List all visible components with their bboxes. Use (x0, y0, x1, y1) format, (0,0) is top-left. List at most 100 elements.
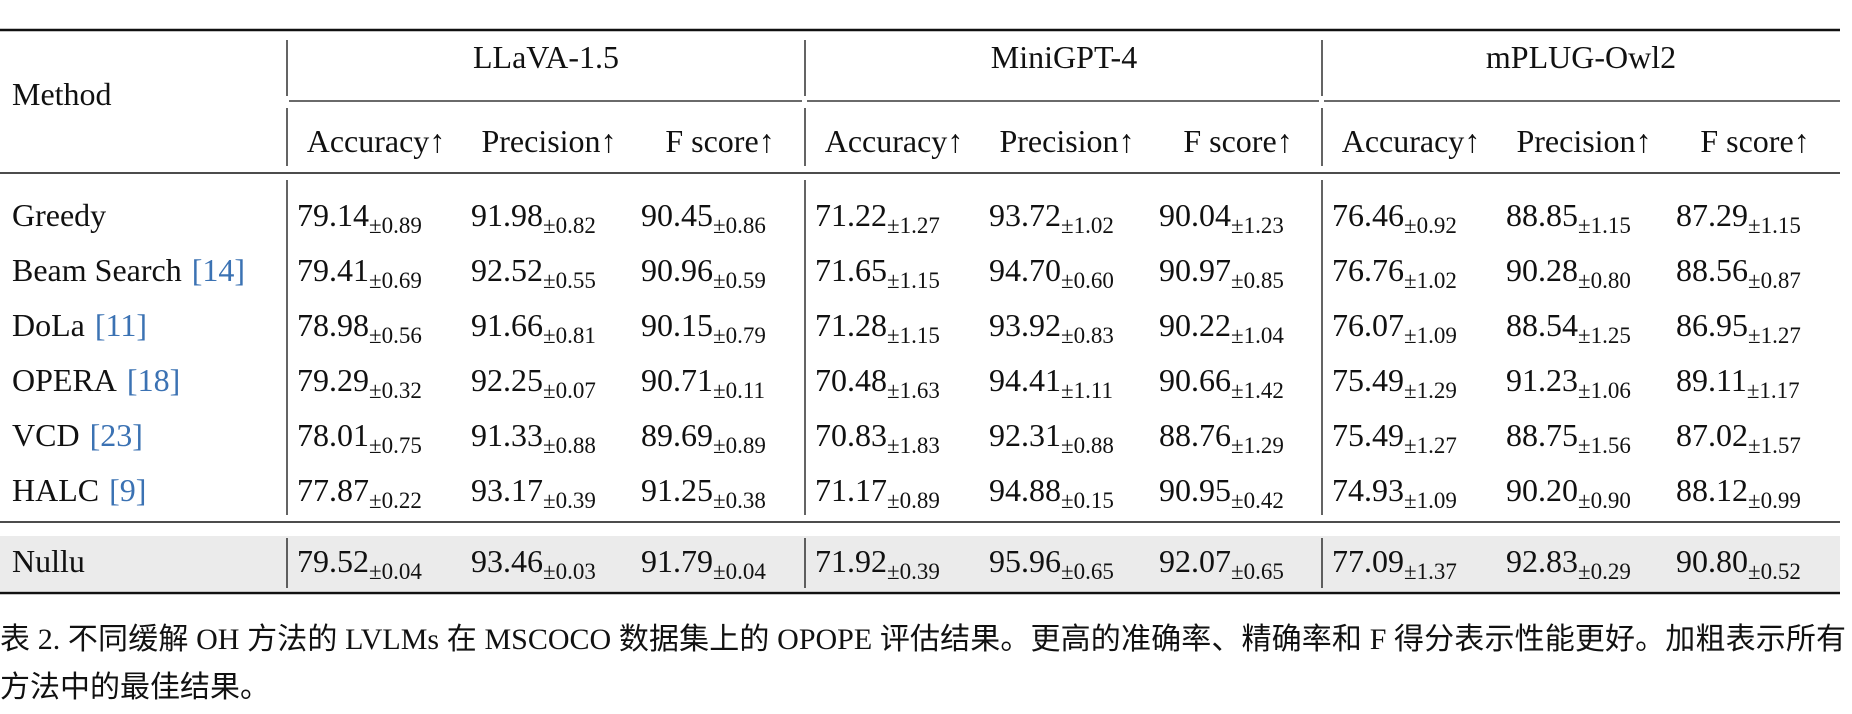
cell: 76.07±1.09 (1332, 307, 1457, 348)
mean: 90.95 (1159, 472, 1231, 508)
std: ±0.86 (713, 213, 766, 238)
mean: 86.95 (1676, 307, 1748, 343)
cell: 91.98±0.82 (471, 197, 596, 238)
metric-header: Accuracy↑ (307, 123, 446, 159)
std: ±0.42 (1231, 488, 1284, 513)
citation: [11] (95, 307, 147, 343)
method-name: OPERA [18] (12, 362, 180, 398)
mean: 71.28 (815, 307, 887, 343)
cell: 90.80±0.52 (1676, 543, 1801, 584)
metric-header: F score↑ (665, 123, 774, 159)
std: ±1.02 (1061, 213, 1114, 238)
std: ±0.65 (1231, 559, 1284, 584)
mean: 87.02 (1676, 417, 1748, 453)
std: ±0.79 (713, 323, 766, 348)
mean: 78.98 (297, 307, 369, 343)
cell: 79.41±0.69 (297, 252, 422, 293)
method: HALC (12, 472, 99, 508)
mean: 90.96 (641, 252, 713, 288)
model-name: LLaVA-1.5 (473, 39, 619, 75)
std: ±0.89 (369, 213, 422, 238)
cell: 90.20±0.90 (1506, 472, 1631, 513)
mean: 88.12 (1676, 472, 1748, 508)
method-name: Nullu (12, 543, 85, 579)
std: ±0.80 (1578, 268, 1631, 293)
method-name: Beam Search [14] (12, 252, 245, 288)
std: ±1.42 (1231, 378, 1284, 403)
cell: 87.02±1.57 (1676, 417, 1801, 458)
cell: 88.56±0.87 (1676, 252, 1801, 293)
std: ±0.39 (887, 559, 940, 584)
method: Beam Search (12, 252, 182, 288)
std: ±0.82 (543, 213, 596, 238)
cell: 91.33±0.88 (471, 417, 596, 458)
mean: 77.87 (297, 472, 369, 508)
mean: 93.92 (989, 307, 1061, 343)
mean: 90.15 (641, 307, 713, 343)
std: ±0.55 (543, 268, 596, 293)
cell: 91.79±0.04 (641, 543, 766, 584)
std: ±1.27 (887, 213, 940, 238)
cell: 92.52±0.55 (471, 252, 596, 293)
cell: 75.49±1.27 (1332, 417, 1457, 458)
std: ±1.25 (1578, 323, 1631, 348)
mean: 88.76 (1159, 417, 1231, 453)
cell: 90.97±0.85 (1159, 252, 1284, 293)
metric-header: F score↑ (1183, 123, 1292, 159)
model-name: MiniGPT-4 (991, 39, 1137, 75)
method: Nullu (12, 543, 85, 579)
mean: 79.41 (297, 252, 369, 288)
cell: 92.25±0.07 (471, 362, 596, 403)
std: ±0.07 (543, 378, 596, 403)
mean: 92.52 (471, 252, 543, 288)
cell: 88.12±0.99 (1676, 472, 1801, 513)
results-table: Method LLaVA-1.5 Accuracy↑ Precision↑ F sco… (0, 28, 1840, 595)
highlight-row-bg (0, 536, 1840, 591)
std: ±1.17 (1747, 378, 1800, 403)
cell: 95.96±0.65 (989, 543, 1114, 584)
cell: 92.83±0.29 (1506, 543, 1631, 584)
mean: 90.04 (1159, 197, 1231, 233)
cell: 90.45±0.86 (641, 197, 766, 238)
std: ±1.63 (887, 378, 940, 403)
std: ±0.90 (1578, 488, 1631, 513)
citation: [18] (127, 362, 180, 398)
mean: 88.75 (1506, 417, 1578, 453)
cell: 78.98±0.56 (297, 307, 422, 348)
mean: 91.23 (1506, 362, 1578, 398)
std: ±0.69 (369, 268, 422, 293)
cell: 91.25±0.38 (641, 472, 766, 513)
mean: 91.79 (641, 543, 713, 579)
std: ±1.06 (1578, 378, 1631, 403)
mean: 88.56 (1676, 252, 1748, 288)
cell: 94.70±0.60 (989, 252, 1114, 293)
metric-header: F score↑ (1700, 123, 1809, 159)
std: ±0.38 (713, 488, 766, 513)
std: ±0.99 (1748, 488, 1801, 513)
metric-header: Accuracy↑ (1342, 123, 1481, 159)
std: ±0.56 (369, 323, 422, 348)
std: ±1.04 (1231, 323, 1284, 348)
std: ±1.15 (887, 268, 940, 293)
mean: 78.01 (297, 417, 369, 453)
std: ±1.83 (887, 433, 940, 458)
mean: 75.49 (1332, 362, 1404, 398)
std: ±1.15 (887, 323, 940, 348)
mean: 71.17 (815, 472, 887, 508)
mean: 76.07 (1332, 307, 1404, 343)
std: ±1.09 (1404, 488, 1457, 513)
cell: 79.52±0.04 (297, 543, 422, 584)
std: ±1.37 (1404, 559, 1457, 584)
cell: 92.31±0.88 (989, 417, 1114, 458)
std: ±1.27 (1748, 323, 1801, 348)
std: ±0.52 (1748, 559, 1801, 584)
method-name: DoLa [11] (12, 307, 147, 343)
cell: 88.76±1.29 (1159, 417, 1284, 458)
cell: 93.92±0.83 (989, 307, 1114, 348)
mean: 79.52 (297, 543, 369, 579)
mean: 71.65 (815, 252, 887, 288)
std: ±0.88 (543, 433, 596, 458)
mean: 90.71 (641, 362, 713, 398)
cell: 90.95±0.42 (1159, 472, 1284, 513)
